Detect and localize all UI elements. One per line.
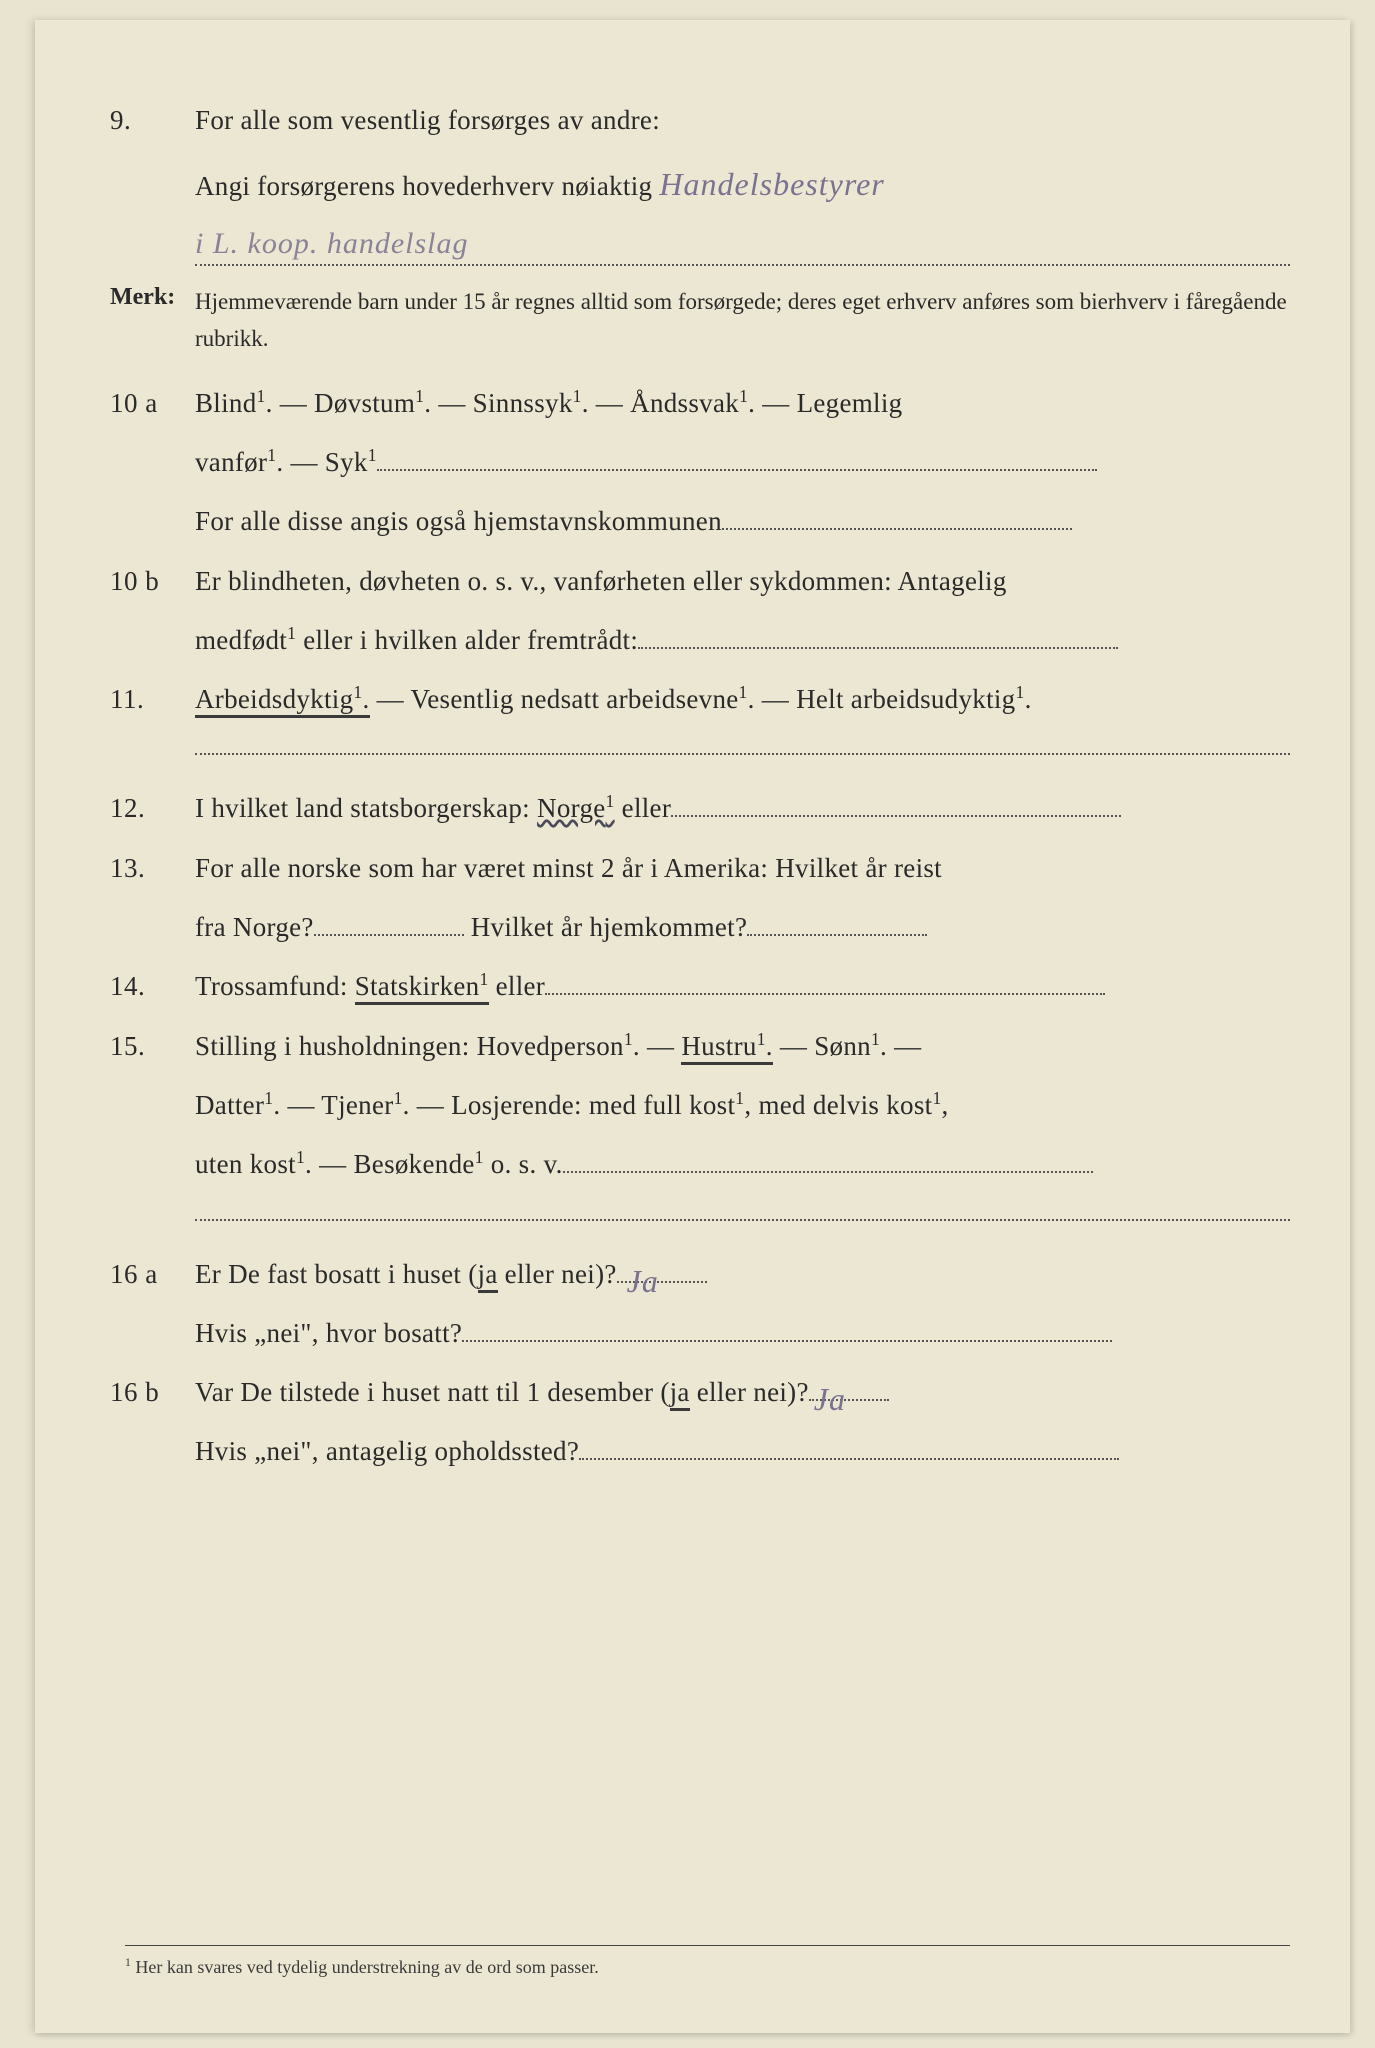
q11-rest: — Vesentlig nedsatt arbeidsevne1. — Helt…: [370, 684, 1032, 714]
q16a-prefix: Er De fast bosatt i huset (: [195, 1259, 478, 1289]
question-13-line2: fra Norge? Hvilket år hjemkommet?: [110, 902, 1290, 953]
section-divider-2: [195, 1219, 1290, 1221]
q9-line1: For alle som vesentlig forsørges av andr…: [195, 105, 660, 135]
footnote-text: Her kan svares ved tydelig understreknin…: [131, 1957, 599, 1977]
q14-number: 14.: [110, 961, 195, 1012]
q10b-line1: Er blindheten, døvheten o. s. v., vanfør…: [195, 556, 1290, 607]
merk-note: Merk: Hjemmeværende barn under 15 år reg…: [110, 284, 1290, 358]
q16a-suffix: eller nei)?: [498, 1259, 617, 1289]
q12-prefix: I hvilket land statsborgerskap:: [195, 793, 537, 823]
question-14: 14. Trossamfund: Statskirken1 eller: [110, 961, 1290, 1012]
question-15-line2: Datter1. — Tjener1. — Losjerende: med fu…: [110, 1080, 1290, 1131]
q12-number: 12.: [110, 783, 195, 834]
q10a-number: 10 a: [110, 378, 195, 429]
q13-number: 13.: [110, 843, 195, 894]
document-page: 9. For alle som vesentlig forsørges av a…: [35, 20, 1350, 2033]
q15-line2: Datter1. — Tjener1. — Losjerende: med fu…: [195, 1080, 1290, 1131]
q9-content: For alle som vesentlig forsørges av andr…: [195, 95, 1290, 146]
q14-suffix: eller: [489, 971, 546, 1001]
q16b-handwritten: Ja: [814, 1369, 846, 1430]
q16b-line2: Hvis „nei", antagelig opholdssted?: [195, 1436, 579, 1466]
question-10a: 10 a Blind1. — Døvstum1. — Sinnssyk1. — …: [110, 378, 1290, 429]
q14-underlined: Statskirken1: [355, 971, 489, 1005]
q13-line2a: fra Norge?: [195, 912, 314, 942]
q15-number: 15.: [110, 1021, 195, 1072]
q10a-line1: Blind1. — Døvstum1. — Sinnssyk1. — Åndss…: [195, 378, 1290, 429]
question-10b: 10 b Er blindheten, døvheten o. s. v., v…: [110, 556, 1290, 607]
q15-line3: uten kost1. — Besøkende1 o. s. v.: [195, 1149, 563, 1179]
q9-handwritten-answer: Handelsbestyrer: [659, 166, 884, 202]
q16b-ja: ja: [670, 1377, 690, 1411]
q15-line1a: Stilling i husholdningen: Hovedperson1. …: [195, 1031, 681, 1061]
question-16b-line2: Hvis „nei", antagelig opholdssted?: [110, 1426, 1290, 1477]
q12-wavy: Norge1: [537, 793, 615, 823]
q16a-line2: Hvis „nei", hvor bosatt?: [195, 1318, 462, 1348]
q9-handwritten-line2: i L. koop. handelslag: [195, 227, 469, 260]
question-13: 13. For alle norske som har været minst …: [110, 843, 1290, 894]
merk-label: Merk:: [110, 284, 195, 358]
q10a-line3-text: For alle disse angis også hjemstavnskomm…: [195, 506, 722, 536]
question-9: 9. For alle som vesentlig forsørges av a…: [110, 95, 1290, 146]
q16b-prefix: Var De tilstede i huset natt til 1 desem…: [195, 1377, 670, 1407]
question-9-line2: Angi forsørgerens hovederhverv nøiaktig …: [110, 154, 1290, 215]
question-16b: 16 b Var De tilstede i huset natt til 1 …: [110, 1367, 1290, 1418]
q13-line1: For alle norske som har været minst 2 år…: [195, 843, 1290, 894]
q15-line1b: — Sønn1. —: [773, 1031, 922, 1061]
q16b-suffix: eller nei)?: [690, 1377, 809, 1407]
q16b-number: 16 b: [110, 1367, 195, 1418]
q10b-number: 10 b: [110, 556, 195, 607]
merk-text: Hjemmeværende barn under 15 år regnes al…: [195, 284, 1290, 358]
question-16a: 16 a Er De fast bosatt i huset (ja eller…: [110, 1249, 1290, 1300]
question-12: 12. I hvilket land statsborgerskap: Norg…: [110, 783, 1290, 834]
q15-underlined: Hustru1.: [681, 1031, 772, 1065]
q11-number: 11.: [110, 674, 195, 725]
q9-number: 9.: [110, 95, 195, 146]
question-16a-line2: Hvis „nei", hvor bosatt?: [110, 1308, 1290, 1359]
question-10a-line2: vanfør1. — Syk1: [110, 437, 1290, 488]
q10b-line2-text: medfødt1 eller i hvilken alder fremtrådt…: [195, 625, 638, 655]
footnote: 1 Her kan svares ved tydelig understrekn…: [125, 1945, 1290, 1978]
q16a-number: 16 a: [110, 1249, 195, 1300]
q14-prefix: Trossamfund:: [195, 971, 355, 1001]
q16a-handwritten: Ja: [627, 1251, 659, 1312]
q16a-ja: ja: [478, 1259, 498, 1293]
section-divider-1: [195, 753, 1290, 755]
question-9-handwritten-line: i L. koop. handelslag: [110, 215, 1290, 272]
q10a-line2-text: vanfør1. — Syk1: [195, 447, 377, 477]
q13-line2b: Hvilket år hjemkommet?: [464, 912, 748, 942]
question-10b-line2: medfødt1 eller i hvilken alder fremtrådt…: [110, 615, 1290, 666]
q9-line2-text: Angi forsørgerens hovederhverv nøiaktig: [195, 171, 652, 201]
q12-suffix: eller: [615, 793, 672, 823]
question-15-line3: uten kost1. — Besøkende1 o. s. v.: [110, 1139, 1290, 1190]
q11-underlined: Arbeidsdyktig1.: [195, 684, 370, 718]
question-15: 15. Stilling i husholdningen: Hovedperso…: [110, 1021, 1290, 1072]
question-11: 11. Arbeidsdyktig1. — Vesentlig nedsatt …: [110, 674, 1290, 725]
question-10a-line3: For alle disse angis også hjemstavnskomm…: [110, 496, 1290, 547]
